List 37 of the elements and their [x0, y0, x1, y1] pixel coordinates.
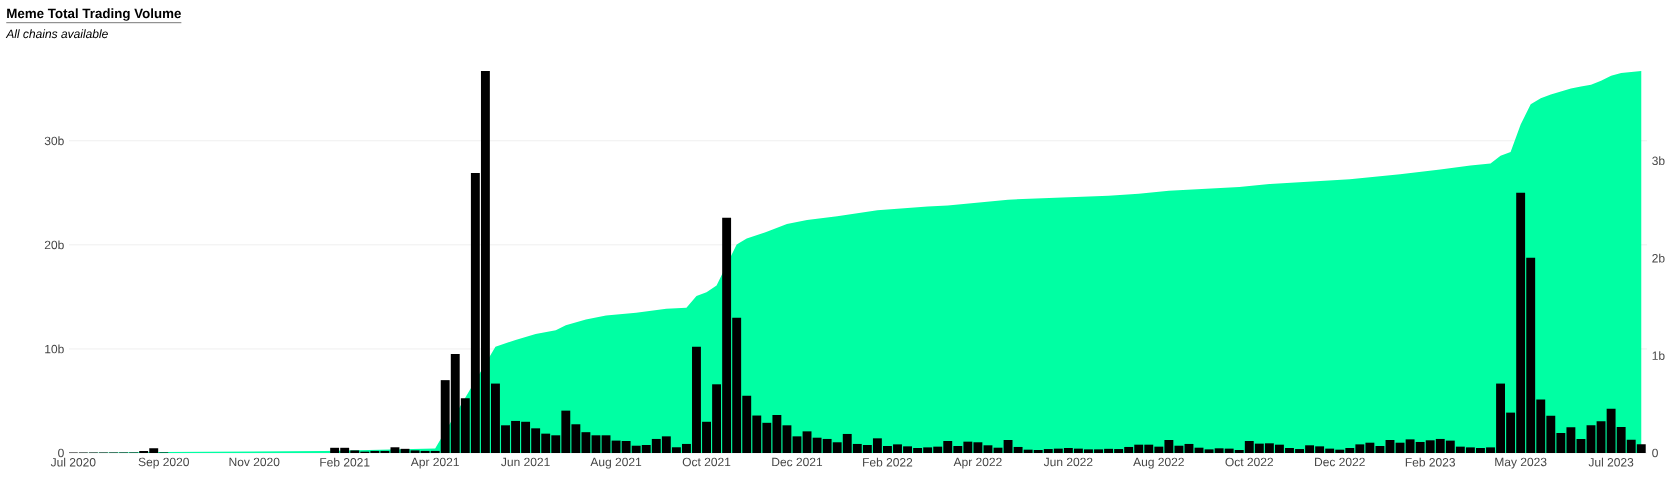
- x-tick-label: Jun 2022: [1043, 457, 1093, 467]
- x-tick-label: Aug 2021: [590, 457, 642, 469]
- x-tick-label: Feb 2021: [320, 457, 370, 467]
- y-tick-label: 30b: [44, 136, 64, 146]
- bar: [601, 435, 611, 453]
- y-tick-label: 20b: [44, 240, 64, 250]
- x-tick-label: Feb 2022: [863, 457, 913, 467]
- x-tick-label: Apr 2022: [953, 457, 1002, 469]
- y-tick-label: 10b: [45, 344, 64, 354]
- x-tick-label: Oct 2022: [1225, 457, 1274, 467]
- y2-tick-label: 1b: [1652, 351, 1665, 360]
- x-tick-label: Jun 2021: [501, 457, 550, 467]
- chart-title: Meme Total Trading Volume: [7, 8, 181, 21]
- y2-tick-label: 0: [1652, 448, 1658, 458]
- x-tick-label: Apr 2021: [410, 457, 459, 469]
- x-tick-label: Oct 2021: [682, 457, 731, 467]
- x-tick-label: Sep 2020: [138, 457, 189, 469]
- x-tick-label: Jul 2023: [1588, 457, 1634, 467]
- bar: [802, 431, 812, 453]
- x-tick-label: Jul 2020: [50, 457, 96, 467]
- x-tick-label: Nov 2020: [229, 457, 280, 467]
- bar: [390, 447, 400, 453]
- x-tick-label: Feb 2023: [1405, 457, 1456, 467]
- bar: [591, 435, 601, 453]
- x-tick-label: Dec 2021: [772, 457, 823, 467]
- bar: [1576, 438, 1586, 453]
- y2-tick-label: 3b: [1652, 156, 1665, 166]
- bar: [792, 436, 802, 453]
- bar: [1586, 425, 1596, 453]
- bar: [1385, 439, 1395, 453]
- bar: [983, 445, 993, 453]
- x-tick-label: May 2023: [1495, 457, 1547, 469]
- y2-tick-label: 2b: [1652, 253, 1665, 263]
- chart-subtitle: All chains available: [5, 29, 108, 39]
- y-tick-label: 0: [58, 448, 64, 458]
- x-tick-label: Dec 2022: [1315, 457, 1365, 467]
- x-tick-label: Aug 2022: [1133, 457, 1184, 469]
